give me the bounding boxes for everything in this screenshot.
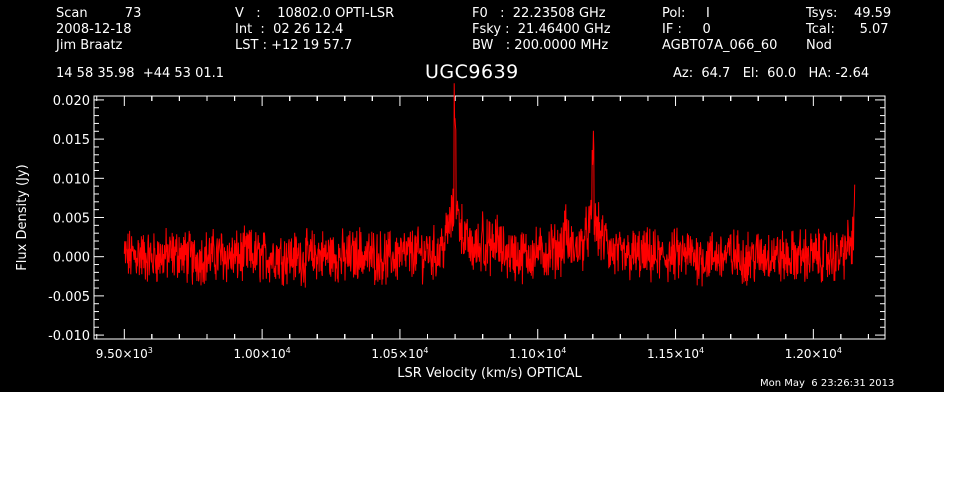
- x-axis-label: LSR Velocity (km/s) OPTICAL: [397, 366, 582, 381]
- spectrum-trace: [123, 83, 856, 288]
- y-tick-label: 0.010: [53, 172, 90, 187]
- y-tick-label: 0.000: [53, 251, 90, 266]
- lst-info: LST : +12 19 57.7: [235, 38, 353, 53]
- system-temperature: Tsys: 49.59: [806, 6, 892, 21]
- x-tick-label: 1.00×104: [234, 346, 291, 361]
- x-tick-label: 1.15×104: [647, 346, 704, 361]
- azimuth-elevation: Az: 64.7 El: 60.0 HA: -2.64: [673, 66, 870, 81]
- x-tick-label: 1.10×104: [509, 346, 566, 361]
- spectrum-chart: 9.50×103 1.00×104 1.05×104 1.10×104 1.15×104…: [15, 83, 886, 381]
- y-tick-label: -0.005: [48, 290, 90, 305]
- y-tick-label: 0.005: [53, 212, 90, 227]
- plot-panel: Scan 73 2008-12-18 Jim Braatz V : 10802.…: [0, 0, 944, 392]
- velocity-info: V : 10802.0 OPTI-LSR: [235, 6, 395, 21]
- x-tick-label: 9.50×103: [96, 346, 153, 361]
- y-tick-label: -0.010: [48, 329, 90, 344]
- project-id: AGBT07A_066_60: [662, 38, 778, 53]
- bandwidth: BW : 200.0000 MHz: [472, 38, 609, 53]
- sky-frequency: Fsky : 21.46400 GHz: [472, 22, 611, 37]
- observation-date: 2008-12-18: [56, 22, 132, 37]
- source-name: UGC9639: [425, 61, 519, 83]
- y-axis-label: Flux Density (Jy): [15, 164, 30, 270]
- integration-time: Int : 02 26 12.4: [235, 22, 344, 37]
- polarization: Pol: I: [662, 6, 710, 21]
- observer-name: Jim Braatz: [56, 38, 123, 53]
- if-number: IF : 0: [662, 22, 711, 37]
- scan-number: Scan 73: [56, 6, 142, 21]
- observing-mode: Nod: [806, 38, 832, 53]
- y-tick-label: 0.020: [53, 94, 90, 109]
- calibration-temperature: Tcal: 5.07: [806, 22, 889, 37]
- x-tick-label: 1.20×104: [785, 346, 842, 361]
- source-coordinates: 14 58 35.98 +44 53 01.1: [56, 66, 225, 81]
- plot-frame: [93, 95, 886, 340]
- rest-frequency: F0 : 22.23508 GHz: [472, 6, 606, 21]
- y-tick-label: 0.015: [53, 133, 90, 148]
- plot-timestamp: Mon May 6 23:26:31 2013: [760, 378, 895, 389]
- x-tick-label: 1.05×104: [371, 346, 428, 361]
